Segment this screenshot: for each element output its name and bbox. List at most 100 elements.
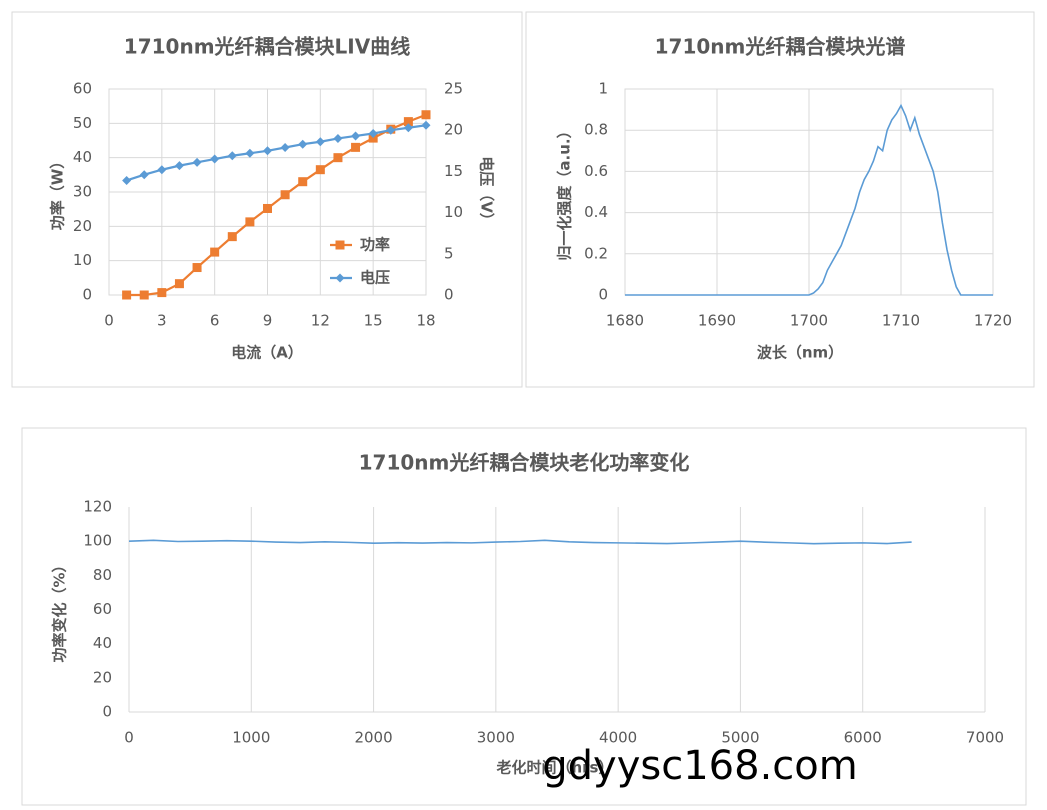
x-axis-label: 电流（A） [231, 344, 303, 362]
x-tick-label: 9 [263, 312, 273, 330]
y-tick-label: 20 [93, 668, 112, 686]
marker [368, 128, 378, 138]
y-axis-label: 功率（W） [49, 154, 67, 231]
marker [210, 247, 220, 257]
y-tick-label: 0 [82, 286, 92, 304]
y-axis-label: 功率变化（%） [51, 557, 69, 662]
y2-tick-label: 15 [444, 162, 463, 180]
y2-tick-label: 5 [444, 244, 454, 262]
y2-tick-label: 0 [444, 286, 454, 304]
marker [245, 217, 255, 227]
y-tick-label: 10 [73, 251, 92, 269]
series-line [128, 539, 912, 545]
x-tick-label: 12 [311, 312, 330, 330]
x-tick-label: 0 [124, 729, 134, 747]
marker [227, 232, 237, 242]
marker [421, 120, 431, 130]
chart-title: 1710nm光纤耦合模块光谱 [655, 35, 906, 59]
x-tick-label: 1720 [974, 312, 1012, 330]
marker [298, 139, 308, 149]
legend-marker [335, 273, 345, 283]
marker [157, 165, 167, 175]
marker [192, 157, 202, 167]
chart-title: 1710nm光纤耦合模块LIV曲线 [124, 35, 410, 59]
x-tick-label: 4000 [599, 729, 637, 747]
marker [122, 290, 132, 300]
marker [174, 279, 184, 289]
plot-frame [108, 88, 427, 296]
y-tick-label: 20 [73, 217, 92, 235]
x-axis-label: 波长（nm） [757, 344, 843, 362]
x-tick-label: 6000 [844, 729, 882, 747]
y-tick-label: 40 [93, 634, 112, 652]
x-tick-label: 7000 [966, 729, 1004, 747]
marker [351, 142, 361, 152]
panel [21, 427, 1027, 806]
marker [192, 263, 202, 273]
panel [11, 11, 523, 388]
y-tick-label: 60 [93, 600, 112, 618]
x-tick-label: 18 [416, 312, 435, 330]
y2-axis-label: 电压（V） [478, 156, 496, 228]
marker [122, 175, 132, 185]
y-tick-label: 50 [73, 114, 92, 132]
x-tick-label: 1680 [606, 312, 644, 330]
y-tick-label: 0.4 [584, 203, 608, 221]
y-tick-label: 80 [93, 566, 112, 584]
marker [227, 151, 237, 161]
marker [139, 290, 149, 300]
marker [351, 131, 361, 141]
marker [210, 154, 220, 164]
y-tick-label: 1 [598, 80, 608, 98]
x-tick-label: 5000 [721, 729, 759, 747]
legend-label: 电压 [360, 269, 390, 287]
y-tick-label: 0.8 [584, 121, 608, 139]
marker [298, 177, 308, 187]
marker [333, 153, 343, 163]
y-tick-label: 40 [73, 148, 92, 166]
x-tick-label: 6 [210, 312, 220, 330]
marker [263, 203, 272, 213]
x-tick-label: 3 [157, 312, 167, 330]
marker [315, 137, 325, 147]
y-tick-label: 0.2 [584, 244, 608, 262]
marker [403, 123, 413, 133]
y-tick-label: 120 [83, 498, 112, 516]
x-tick-label: 3000 [477, 729, 515, 747]
x-tick-label: 15 [364, 312, 383, 330]
y2-tick-label: 25 [444, 80, 463, 98]
panel [525, 11, 1035, 388]
watermark: gdyysc168.com [542, 743, 857, 789]
x-tick-label: 1000 [232, 729, 270, 747]
x-tick-label: 2000 [354, 729, 392, 747]
legend-label: 功率 [360, 236, 390, 254]
y-tick-label: 0 [102, 703, 112, 721]
marker [421, 110, 431, 120]
marker [403, 117, 413, 127]
marker [280, 143, 290, 153]
x-tick-label: 1690 [698, 312, 736, 330]
marker [315, 165, 325, 175]
y-axis-label: 归一化强度（a.u.） [556, 123, 574, 260]
marker [368, 133, 378, 143]
series-line [625, 103, 993, 296]
marker [157, 288, 167, 298]
y-tick-label: 100 [83, 532, 112, 550]
x-tick-label: 0 [104, 312, 114, 330]
x-tick-label: 1710 [882, 312, 920, 330]
y-tick-label: 0 [598, 286, 608, 304]
x-tick-label: 1700 [790, 312, 828, 330]
marker [333, 133, 343, 143]
marker [263, 146, 272, 156]
chart-title: 1710nm光纤耦合模块老化功率变化 [359, 451, 690, 475]
x-axis-label: 老化时间（hrs） [495, 759, 613, 777]
y-tick-label: 30 [73, 183, 92, 201]
marker [386, 125, 396, 135]
y-tick-label: 60 [73, 80, 92, 98]
y2-tick-label: 10 [444, 203, 463, 221]
y-tick-label: 0.6 [584, 162, 608, 180]
y2-tick-label: 20 [444, 121, 463, 139]
marker [245, 148, 255, 158]
legend-marker [335, 240, 345, 250]
